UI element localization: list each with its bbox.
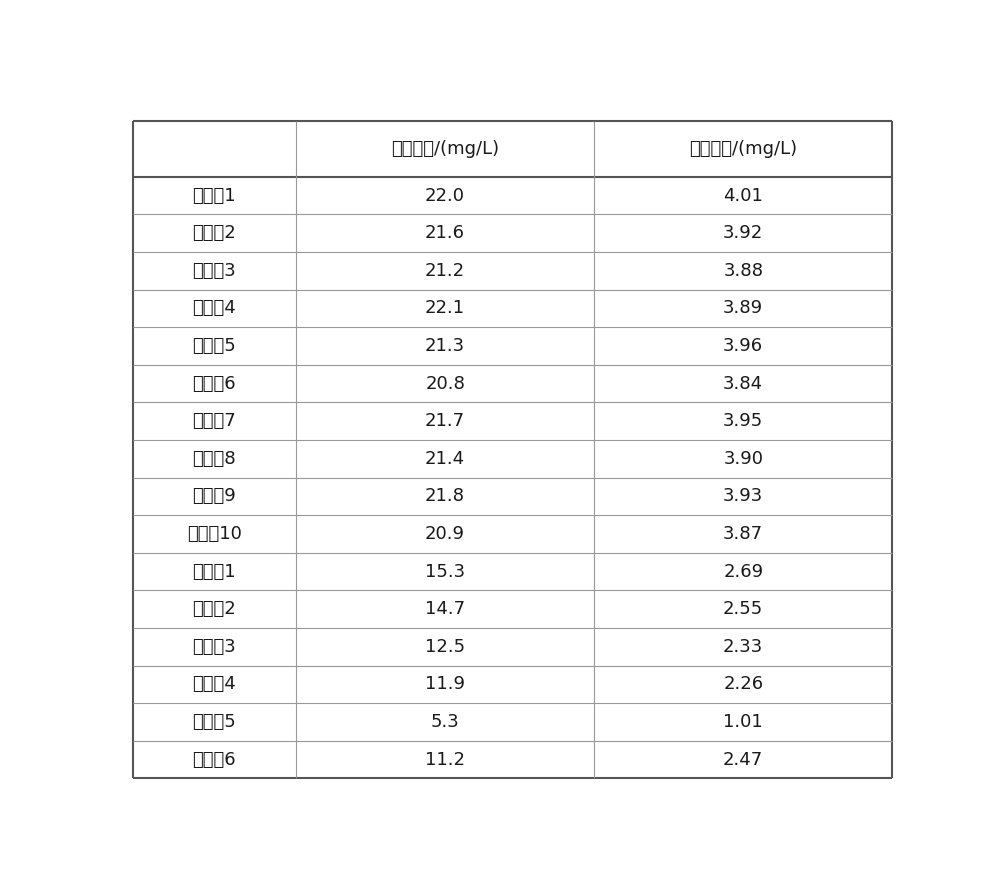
Text: 实施奡10: 实施奡10 xyxy=(187,525,242,543)
Text: 实施奡2: 实施奡2 xyxy=(193,224,236,242)
Text: 3.95: 3.95 xyxy=(723,412,763,430)
Text: 实施奡8: 实施奡8 xyxy=(193,449,236,468)
Text: 3.96: 3.96 xyxy=(723,337,763,355)
Text: 实施奡3: 实施奡3 xyxy=(193,262,236,279)
Text: 12.5: 12.5 xyxy=(425,638,465,656)
Text: 11.9: 11.9 xyxy=(425,676,465,693)
Text: 21.2: 21.2 xyxy=(425,262,465,279)
Text: 3.93: 3.93 xyxy=(723,488,763,506)
Text: 11.2: 11.2 xyxy=(425,750,465,769)
Text: 22.0: 22.0 xyxy=(425,187,465,205)
Text: 14.7: 14.7 xyxy=(425,600,465,619)
Text: 22.1: 22.1 xyxy=(425,299,465,318)
Text: 20.9: 20.9 xyxy=(425,525,465,543)
Text: 实施奡7: 实施奡7 xyxy=(193,412,236,430)
Text: 3.90: 3.90 xyxy=(723,449,763,468)
Text: 4.01: 4.01 xyxy=(723,187,763,205)
Text: 3.84: 3.84 xyxy=(723,375,763,392)
Text: 多糖含量/(mg/L): 多糖含量/(mg/L) xyxy=(391,140,499,158)
Text: 3.89: 3.89 xyxy=(723,299,763,318)
Text: 21.7: 21.7 xyxy=(425,412,465,430)
Text: 3.87: 3.87 xyxy=(723,525,763,543)
Text: 实施奡5: 实施奡5 xyxy=(193,337,236,355)
Text: 3.88: 3.88 xyxy=(723,262,763,279)
Text: 2.33: 2.33 xyxy=(723,638,763,656)
Text: 20.8: 20.8 xyxy=(425,375,465,392)
Text: 21.8: 21.8 xyxy=(425,488,465,506)
Text: 2.26: 2.26 xyxy=(723,676,763,693)
Text: 对比奡4: 对比奡4 xyxy=(193,676,236,693)
Text: 21.6: 21.6 xyxy=(425,224,465,242)
Text: 2.47: 2.47 xyxy=(723,750,763,769)
Text: 实施奡9: 实施奡9 xyxy=(193,488,236,506)
Text: 对比奡3: 对比奡3 xyxy=(193,638,236,656)
Text: 核酸含量/(mg/L): 核酸含量/(mg/L) xyxy=(689,140,797,158)
Text: 2.69: 2.69 xyxy=(723,562,763,580)
Text: 21.3: 21.3 xyxy=(425,337,465,355)
Text: 对比奡2: 对比奡2 xyxy=(193,600,236,619)
Text: 15.3: 15.3 xyxy=(425,562,465,580)
Text: 1.01: 1.01 xyxy=(723,713,763,731)
Text: 对比奡5: 对比奡5 xyxy=(193,713,236,731)
Text: 实施奡6: 实施奡6 xyxy=(193,375,236,392)
Text: 3.92: 3.92 xyxy=(723,224,763,242)
Text: 21.4: 21.4 xyxy=(425,449,465,468)
Text: 实施奡1: 实施奡1 xyxy=(193,187,236,205)
Text: 5.3: 5.3 xyxy=(431,713,459,731)
Text: 2.55: 2.55 xyxy=(723,600,763,619)
Text: 对比奡1: 对比奡1 xyxy=(193,562,236,580)
Text: 实施奡4: 实施奡4 xyxy=(193,299,236,318)
Text: 对比奡6: 对比奡6 xyxy=(193,750,236,769)
